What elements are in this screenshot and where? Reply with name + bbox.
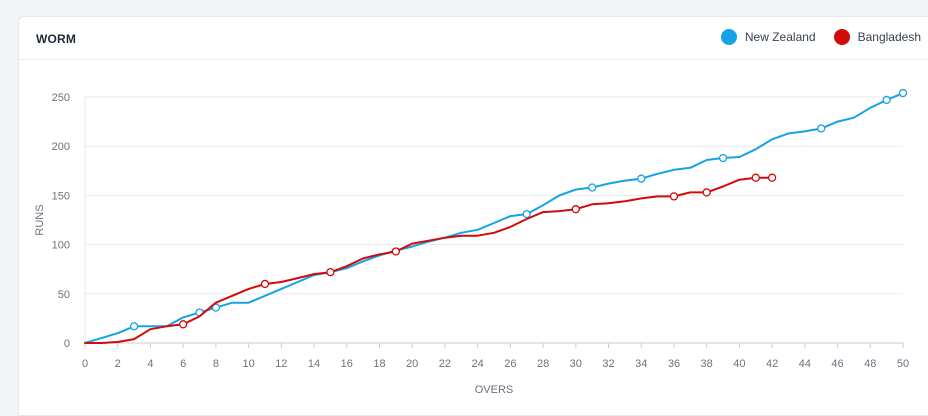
legend-item-new-zealand[interactable]: New Zealand: [720, 29, 816, 45]
x-tick-label-28: 28: [537, 358, 549, 370]
x-tick-label-24: 24: [472, 358, 484, 370]
wicket-marker-new-zealand-over-45: [817, 124, 826, 133]
y-tick-label-100: 100: [52, 240, 70, 252]
wicket-marker-new-zealand-over-8: [211, 303, 221, 312]
x-tick-label-38: 38: [701, 358, 713, 370]
x-tick-label-8: 8: [213, 358, 219, 370]
wicket-marker-bangladesh-over-11: [260, 279, 270, 289]
grid-lines: [84, 96, 903, 344]
x-tick-label-0: 0: [82, 358, 88, 370]
series-line-new-zealand: [84, 92, 904, 344]
legend-label-bangladesh: Bangladesh: [857, 30, 921, 44]
x-tick-label-42: 42: [766, 358, 778, 370]
legend-dot-new-zealand: [720, 29, 737, 45]
wicket-marker-new-zealand-over-49: [882, 95, 891, 105]
y-tick-label-150: 150: [52, 190, 70, 202]
x-tick-label-46: 46: [831, 358, 843, 370]
x-tick-label-36: 36: [668, 358, 680, 370]
page-top-strip: [0, 0, 928, 14]
x-tick-label-30: 30: [570, 358, 582, 370]
x-tick-label-40: 40: [733, 358, 745, 370]
wicket-marker-new-zealand-over-39: [718, 153, 728, 163]
worm-chart-card: WORM New Zealand Bangladesh 0 2 4 6 8 10 12 14 1…: [18, 16, 928, 416]
y-axis-ticks: 0 50 100 150 200 250: [52, 92, 70, 350]
x-tick-label-44: 44: [799, 358, 811, 370]
x-tick-label-10: 10: [242, 358, 254, 370]
card-header: WORM New Zealand Bangladesh: [19, 17, 928, 60]
wicket-marker-bangladesh-over-19: [391, 247, 400, 256]
wicket-marker-bangladesh-over-41: [751, 173, 760, 182]
x-tick-label-12: 12: [275, 358, 287, 370]
x-tick-label-32: 32: [602, 358, 614, 370]
wicket-marker-new-zealand-over-50: [898, 88, 908, 98]
x-tick-label-4: 4: [147, 358, 153, 370]
x-tick-label-48: 48: [864, 358, 876, 370]
x-axis-label: OVERS: [475, 384, 514, 396]
worm-chart: 0 2 4 6 8 10 12 14 16 18 20 22 24 26 28 30 32 34 36 38 40 42 4…: [34, 88, 909, 396]
x-tick-label-20: 20: [406, 358, 418, 370]
chart-legend: New Zealand Bangladesh: [720, 29, 921, 45]
wicket-marker-bangladesh-over-6: [179, 320, 188, 329]
legend-item-bangladesh[interactable]: Bangladesh: [833, 29, 921, 45]
y-axis-label: RUNS: [34, 204, 46, 235]
wicket-marker-new-zealand-over-31: [588, 183, 597, 192]
series-group: [84, 88, 908, 344]
wicket-marker-new-zealand-over-3: [129, 322, 139, 331]
y-tick-label-50: 50: [58, 289, 70, 301]
legend-dot-bangladesh: [833, 29, 850, 45]
wicket-marker-bangladesh-over-15: [326, 268, 335, 277]
wicket-marker-bangladesh-over-42: [767, 173, 777, 182]
x-tick-label-18: 18: [373, 358, 385, 370]
wicket-marker-new-zealand-over-34: [637, 174, 646, 183]
wicket-marker-new-zealand-over-27: [522, 209, 531, 219]
x-tick-label-14: 14: [308, 358, 320, 370]
x-tick-label-6: 6: [180, 358, 186, 370]
y-tick-label-0: 0: [64, 338, 70, 350]
x-axis-ticks: 0 2 4 6 8 10 12 14 16 18 20 22 24 26 28 30 32 34 36 38 40 42 4…: [82, 343, 909, 370]
x-tick-label-26: 26: [504, 358, 516, 370]
x-tick-label-50: 50: [897, 358, 909, 370]
card-title: WORM: [36, 32, 77, 46]
legend-label-new-zealand: New Zealand: [744, 30, 816, 44]
wicket-marker-bangladesh-over-30: [571, 205, 580, 214]
series-line-bangladesh: [84, 176, 774, 344]
x-tick-label-22: 22: [439, 358, 451, 370]
wicket-marker-bangladesh-over-36: [669, 192, 679, 201]
wicket-marker-bangladesh-over-38: [702, 188, 711, 197]
x-tick-label-16: 16: [341, 358, 353, 370]
y-tick-label-250: 250: [52, 92, 70, 104]
x-tick-label-2: 2: [115, 358, 121, 370]
y-tick-label-200: 200: [52, 141, 70, 153]
x-tick-label-34: 34: [635, 358, 647, 370]
